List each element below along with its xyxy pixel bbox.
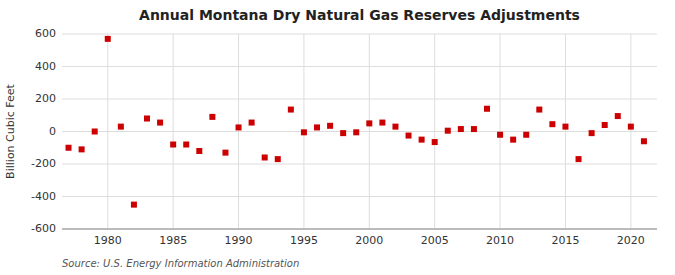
y-grid-line <box>62 99 657 100</box>
y-tick-label: 200 <box>35 92 56 105</box>
point <box>183 142 189 148</box>
y-grid-line <box>62 34 657 35</box>
point <box>628 124 634 130</box>
point <box>366 120 372 126</box>
point <box>510 137 516 143</box>
point <box>314 124 320 130</box>
x-axis-line <box>62 229 657 230</box>
point <box>340 130 346 136</box>
chart-title: Annual Montana Dry Natural Gas Reserves … <box>139 7 580 23</box>
points <box>66 36 647 208</box>
point <box>275 156 281 162</box>
point <box>392 124 398 130</box>
x-grid-line <box>434 34 435 229</box>
point <box>209 114 215 120</box>
point <box>118 124 124 130</box>
axes: -600 -400 -200 0 200 400 600 1980 1985 1990 1995 20… <box>31 27 645 247</box>
x-grid-line <box>107 34 108 229</box>
x-grid-line <box>500 34 501 229</box>
chart-svg: -600 -400 -200 0 200 400 600 1980 1985 1990 1995 20… <box>0 0 675 275</box>
x-tick-label: 2015 <box>551 234 579 247</box>
point <box>222 150 228 156</box>
point <box>79 146 85 152</box>
point <box>445 128 451 134</box>
x-grid-line <box>630 34 631 229</box>
point <box>523 132 529 138</box>
x-grid-line <box>173 34 174 229</box>
point <box>484 106 490 112</box>
point <box>536 107 542 113</box>
x-tick-label: 1980 <box>94 234 122 247</box>
grid <box>62 34 657 229</box>
point <box>249 120 255 126</box>
point <box>196 148 202 154</box>
point <box>458 126 464 132</box>
background <box>0 0 675 275</box>
x-tick-label: 1985 <box>159 234 187 247</box>
point <box>66 145 72 151</box>
y-grid-line <box>62 164 657 165</box>
source-note: Source: U.S. Energy Information Administ… <box>62 258 299 269</box>
point <box>589 130 595 136</box>
point <box>471 126 477 132</box>
y-tick-label: 0 <box>49 125 56 138</box>
point <box>144 116 150 122</box>
x-tick-label: 1995 <box>290 234 318 247</box>
point <box>327 123 333 129</box>
y-tick-label: 600 <box>35 27 56 40</box>
x-grid-line <box>369 34 370 229</box>
point <box>576 156 582 162</box>
y-axis-label: Billion Cubic Feet <box>4 83 17 178</box>
point <box>92 129 98 135</box>
x-tick-label: 2010 <box>486 234 514 247</box>
point <box>406 133 412 139</box>
point <box>419 137 425 143</box>
y-grid-line <box>62 229 657 230</box>
y-grid-line <box>62 131 657 132</box>
point <box>288 107 294 113</box>
point <box>262 155 268 161</box>
point <box>170 142 176 148</box>
point <box>562 124 568 130</box>
point <box>236 124 242 130</box>
y-grid-line <box>62 196 657 197</box>
x-tick-label: 2020 <box>617 234 645 247</box>
x-tick-label: 2005 <box>421 234 449 247</box>
y-tick-label: -200 <box>31 157 56 170</box>
point <box>131 202 137 208</box>
point <box>105 36 111 42</box>
y-tick-label: -400 <box>31 190 56 203</box>
point <box>549 121 555 127</box>
point <box>301 129 307 135</box>
point <box>602 122 608 128</box>
point <box>615 113 621 119</box>
x-tick-label: 2000 <box>355 234 383 247</box>
y-tick-label: 400 <box>35 60 56 73</box>
chart-container: -600 -400 -200 0 200 400 600 1980 1985 1990 1995 20… <box>0 0 675 275</box>
y-grid-line <box>62 66 657 67</box>
point <box>641 138 647 144</box>
y-tick-label: -600 <box>31 222 56 235</box>
point <box>379 120 385 126</box>
x-tick-label: 1990 <box>225 234 253 247</box>
point <box>432 139 438 145</box>
x-grid-line <box>565 34 566 229</box>
point <box>497 132 503 138</box>
x-grid-line <box>238 34 239 229</box>
point <box>353 129 359 135</box>
point <box>157 120 163 126</box>
